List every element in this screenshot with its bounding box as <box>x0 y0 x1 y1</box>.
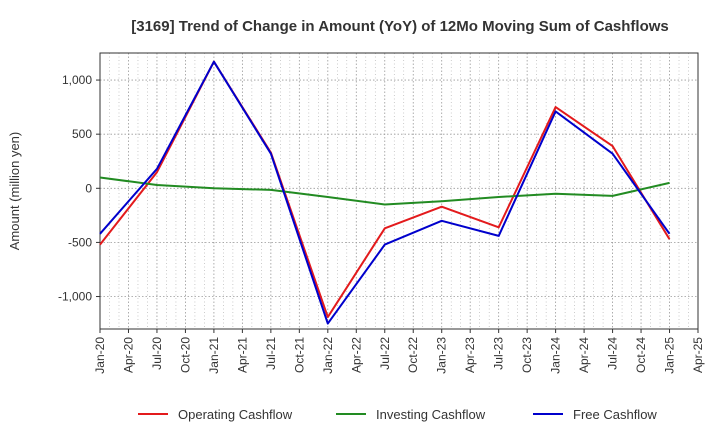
x-tick-label: Jan-23 <box>435 337 449 374</box>
y-tick-label: 500 <box>72 127 92 141</box>
series-line-free-cashflow <box>99 60 671 325</box>
y-tick-label: -500 <box>68 235 92 249</box>
x-tick-label: Jan-20 <box>93 337 107 374</box>
x-tick-label: Jul-20 <box>150 337 164 370</box>
y-tick-label: -1,000 <box>58 290 92 304</box>
x-tick-label: Apr-22 <box>349 337 363 373</box>
series-line-investing-cashflow <box>99 176 670 206</box>
y-axis-label: Amount (million yen) <box>7 132 22 251</box>
x-tick-label: Jan-25 <box>663 337 677 374</box>
y-tick-label: 1,000 <box>62 73 92 87</box>
y-tick-label: 0 <box>85 181 92 195</box>
x-tick-label: Jul-24 <box>606 337 620 370</box>
x-tick-label: Jul-22 <box>378 337 392 370</box>
x-tick-label: Oct-23 <box>520 337 534 373</box>
x-tick-label: Jul-21 <box>264 337 278 370</box>
x-tick-label: Oct-22 <box>406 337 420 373</box>
legend: Operating Cashflow Investing Cashflow Free… <box>138 407 657 422</box>
x-tick-label: Apr-24 <box>577 337 591 373</box>
x-tick-label: Oct-24 <box>634 337 648 373</box>
x-tick-label: Apr-20 <box>121 337 135 373</box>
series-lines <box>99 60 671 325</box>
chart-title: [3169] Trend of Change in Amount (YoY) o… <box>131 18 669 35</box>
x-tick-label: Apr-21 <box>235 337 249 373</box>
y-axis-ticks: 1,000 500 0 -500 -1,000 <box>58 73 100 304</box>
x-tick-label: Oct-20 <box>178 337 192 373</box>
plot-frame <box>99 52 699 330</box>
legend-label-operating-cashflow: Operating Cashflow <box>178 407 293 422</box>
x-axis-ticks: Jan-20 Apr-20 Jul-20 Oct-20 Jan-21 Apr-21 Jul-… <box>93 329 705 374</box>
grid <box>100 53 698 329</box>
series-line-operating-cashflow <box>99 60 671 319</box>
legend-label-investing-cashflow: Investing Cashflow <box>376 407 486 422</box>
legend-label-free-cashflow: Free Cashflow <box>573 407 657 422</box>
x-tick-label: Jul-23 <box>492 337 506 370</box>
x-tick-label: Oct-21 <box>292 337 306 373</box>
x-tick-label: Apr-23 <box>463 337 477 373</box>
x-tick-label: Jan-21 <box>207 337 221 374</box>
x-tick-label: Jan-24 <box>549 337 563 374</box>
x-tick-label: Apr-25 <box>691 337 705 373</box>
x-tick-label: Jan-22 <box>321 337 335 374</box>
